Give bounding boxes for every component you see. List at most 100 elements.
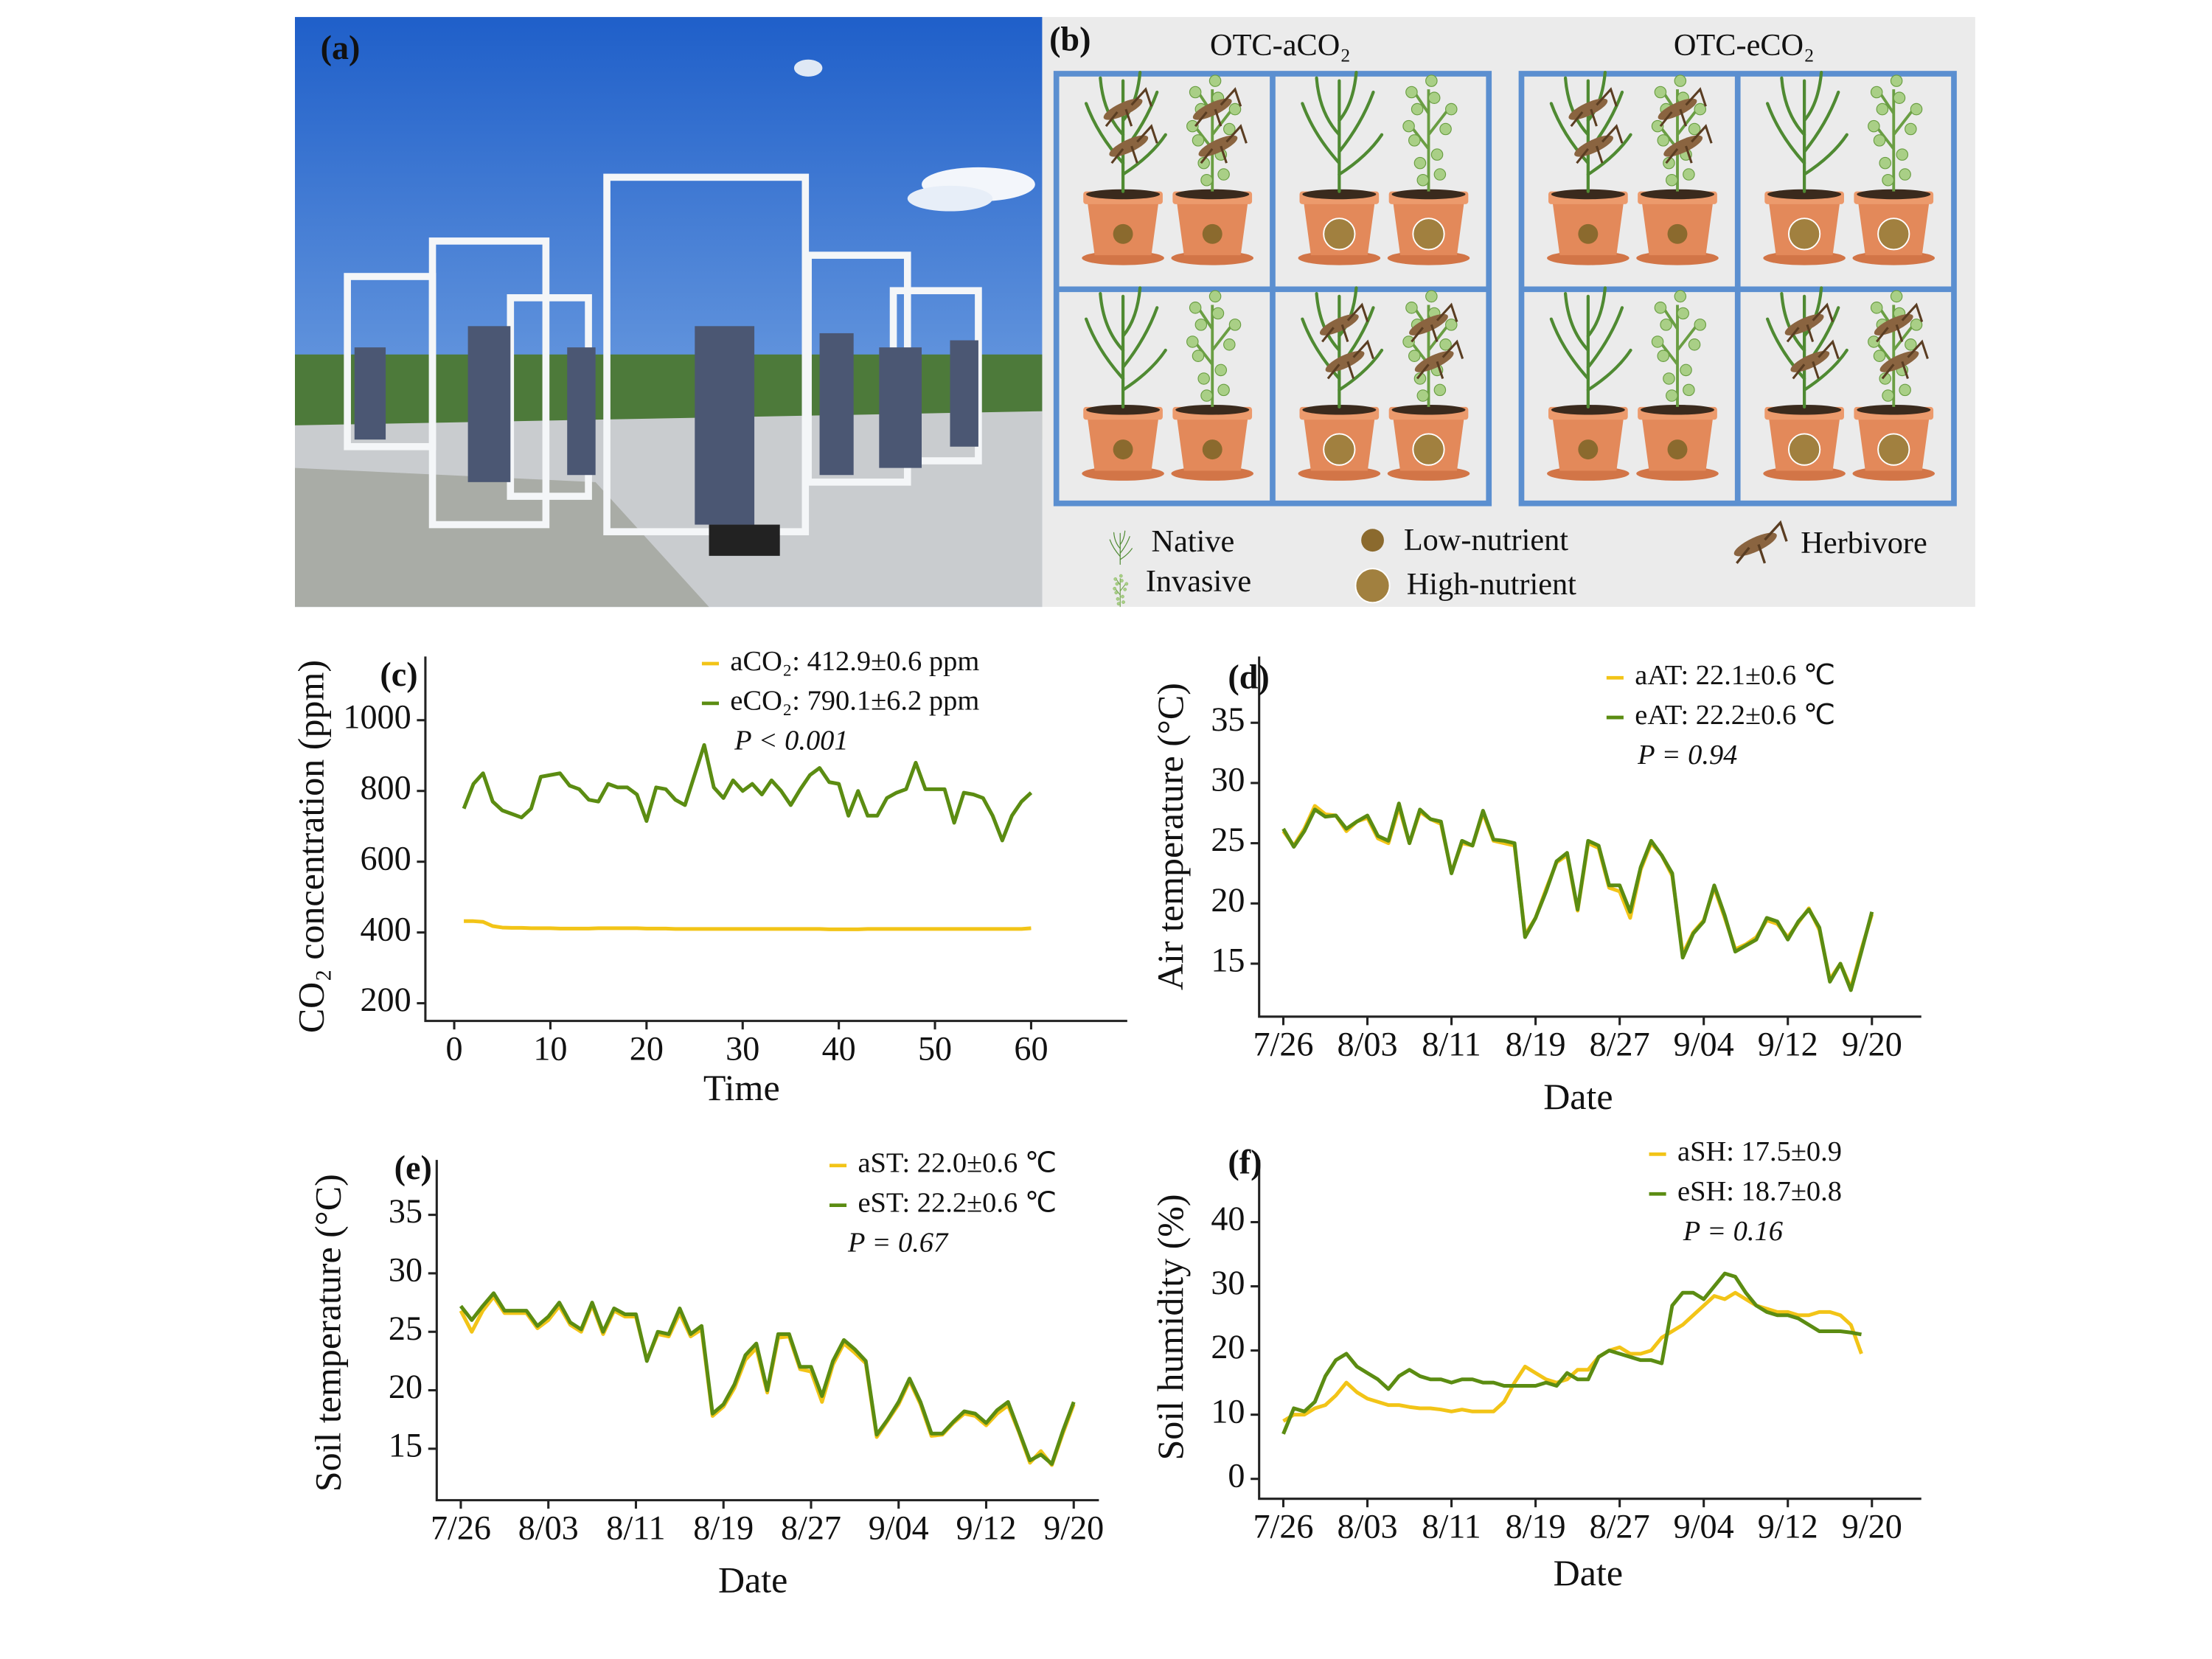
x-tick-label: 7/26 — [1253, 1508, 1313, 1545]
x-tick-label: 8/27 — [1590, 1026, 1650, 1063]
panel-label: (e) — [394, 1149, 432, 1186]
y-tick-label: 0 — [1228, 1456, 1245, 1494]
y-tick-label: 1000 — [343, 698, 411, 735]
legend-label: aST: 22.0±0.6 ℃ — [858, 1148, 1057, 1179]
nutrient-ball — [1412, 433, 1445, 466]
decoration — [567, 347, 596, 476]
x-tick-label: 8/27 — [1590, 1508, 1650, 1545]
nutrient-ball — [1877, 433, 1910, 466]
y-tick-label: 15 — [1211, 942, 1245, 979]
x-tick-label: 8/11 — [1422, 1508, 1481, 1545]
group-title: OTC-aCO₂ — [1210, 28, 1351, 63]
y-tick-label: 20 — [1211, 1328, 1245, 1366]
x-tick-label: 9/04 — [1674, 1508, 1734, 1545]
nutrient-ball — [1323, 433, 1356, 466]
y-axis-label: Soil temperature (°C) — [307, 1174, 348, 1492]
chart: 15 20 25 30 35 7/26 8/03 8/11 8/19 8/27 9/04 9/12 9/… — [307, 1148, 1104, 1601]
y-tick-label: 20 — [389, 1368, 422, 1405]
nutrient-ball — [1202, 439, 1222, 460]
legend: Native Invasive Low-nutrient High-nutrie… — [1109, 521, 1927, 608]
x-tick-label: 7/26 — [431, 1509, 491, 1547]
chart: 200 400 600 800 1000 0 10 20 30 40 50 60 Time CO₂ con… — [290, 646, 1127, 1108]
x-tick-label: 8/11 — [606, 1509, 665, 1547]
nutrient-ball — [1877, 218, 1910, 251]
photo: (a) — [295, 17, 1043, 608]
legend-label: eCO₂: 790.1±6.2 ppm — [730, 686, 979, 717]
decoration — [879, 347, 922, 468]
chambers — [1053, 72, 1957, 507]
x-tick-label: 8/03 — [518, 1509, 579, 1547]
panel-label: (d) — [1228, 658, 1269, 696]
decoration — [354, 326, 978, 525]
legend-label: High-nutrient — [1407, 567, 1576, 602]
nutrient-ball — [1667, 439, 1688, 460]
x-tick-label: 9/12 — [1758, 1026, 1818, 1063]
x-tick-label: 30 — [726, 1030, 759, 1068]
decoration — [793, 59, 823, 77]
nutrient-ball — [1113, 439, 1133, 460]
chart: 0 10 20 30 40 7/26 8/03 8/11 8/19 8/27 9/04 9/12 9/2… — [1150, 1136, 1921, 1593]
nutrient-ball — [1412, 218, 1445, 251]
nutrient-ball — [1788, 433, 1821, 466]
x-tick-label: 9/20 — [1043, 1509, 1104, 1547]
nutrient-ball — [1113, 223, 1133, 244]
y-tick-label: 20 — [1211, 881, 1245, 919]
y-tick-label: 25 — [1211, 821, 1245, 858]
legend-label: eAT: 22.2±0.6 ℃ — [1635, 700, 1835, 731]
axis-line — [424, 656, 1127, 1023]
y-tick-label: 30 — [1211, 1264, 1245, 1301]
x-tick-label: 10 — [533, 1030, 567, 1068]
panel-label: (c) — [380, 655, 417, 693]
panel-label: (b) — [1049, 20, 1091, 58]
y-axis-label: Soil humidity (%) — [1150, 1194, 1191, 1460]
nutrient-ball — [1578, 223, 1599, 244]
x-tick-label: 40 — [822, 1030, 856, 1068]
x-tick-label: 8/03 — [1338, 1508, 1398, 1545]
x-tick-label: 50 — [918, 1030, 952, 1068]
x-tick-label: 60 — [1014, 1030, 1048, 1068]
series-line — [459, 1291, 1076, 1466]
design-diagram: (b) OTC-aCO₂ OTC-eCO₂ Native Invasive Lo… — [1042, 17, 1975, 608]
x-axis-label: Time — [703, 1067, 780, 1108]
decoration — [907, 185, 993, 212]
x-tick-label: 8/19 — [1506, 1508, 1566, 1545]
legend-label: aCO₂: 412.9±0.6 ppm — [730, 646, 979, 677]
decoration — [950, 340, 978, 447]
legend-label: Low-nutrient — [1404, 523, 1568, 557]
decoration — [819, 333, 854, 476]
panel-label: (a) — [321, 29, 361, 66]
x-tick-label: 9/12 — [1758, 1508, 1818, 1545]
axis-line — [1258, 1160, 1921, 1500]
decoration — [1354, 568, 1391, 604]
group-title: OTC-eCO₂ — [1674, 28, 1815, 63]
y-tick-label: 10 — [1211, 1392, 1245, 1430]
nutrient-ball — [1323, 218, 1356, 251]
axis-line — [1258, 656, 1921, 1018]
x-tick-label: 9/12 — [956, 1509, 1016, 1547]
y-tick-label: 600 — [360, 839, 411, 877]
y-tick-label: 15 — [389, 1426, 422, 1464]
legend-label: Herbivore — [1801, 526, 1927, 560]
x-tick-label: 8/19 — [1506, 1026, 1566, 1063]
x-axis-label: Date — [1543, 1076, 1613, 1117]
nutrient-ball — [1667, 223, 1688, 244]
x-tick-label: 9/04 — [1674, 1026, 1734, 1063]
y-tick-label: 30 — [1211, 761, 1245, 799]
decoration — [709, 524, 780, 556]
x-tick-label: 8/11 — [1422, 1026, 1481, 1063]
x-tick-label: 9/20 — [1842, 1026, 1902, 1063]
legend-label: Native — [1152, 524, 1235, 559]
series-line — [1282, 1290, 1863, 1423]
y-tick-label: 30 — [389, 1251, 422, 1289]
legend-label: aSH: 17.5±0.9 — [1677, 1136, 1842, 1167]
x-tick-label: 8/19 — [693, 1509, 754, 1547]
legend-label: eST: 22.2±0.6 ℃ — [858, 1187, 1057, 1218]
decoration — [1361, 529, 1384, 552]
annotation: P = 0.67 — [847, 1227, 949, 1258]
decoration — [695, 326, 755, 525]
x-tick-label: 9/20 — [1842, 1508, 1902, 1545]
